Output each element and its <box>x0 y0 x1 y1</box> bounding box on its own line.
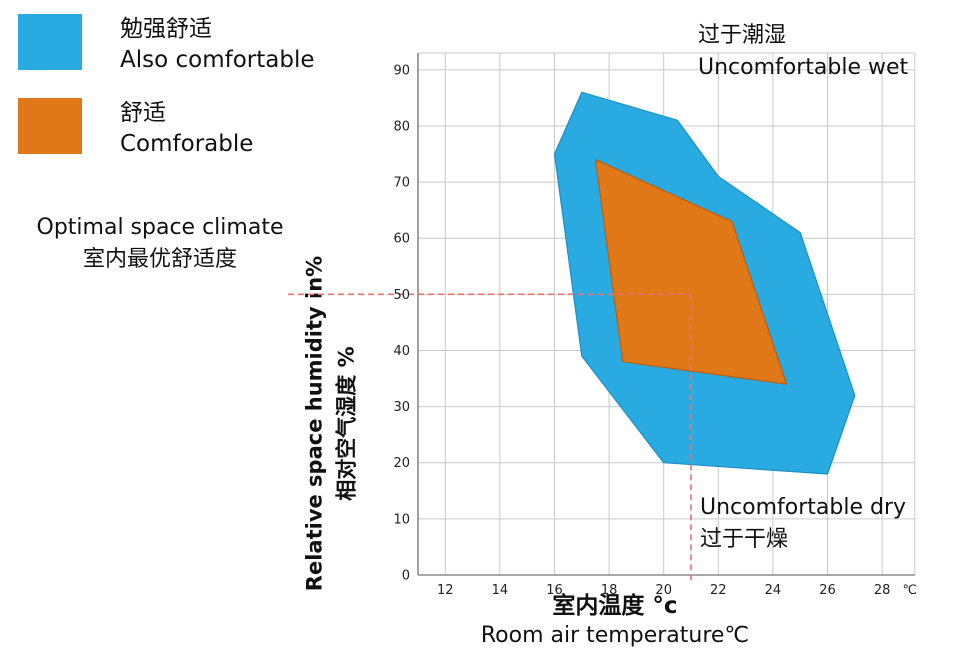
svg-text:22: 22 <box>710 583 727 598</box>
svg-text:20: 20 <box>655 583 672 598</box>
optimal-climate-en: Optimal space climate <box>36 215 284 240</box>
annotation-uncomfortable-dry: Uncomfortable dry 过于干燥 <box>700 492 906 556</box>
svg-text:24: 24 <box>765 583 782 598</box>
svg-text:60: 60 <box>393 232 410 247</box>
legend-item-comfortable: 舒适 Comforable <box>18 98 315 160</box>
svg-text:14: 14 <box>492 583 509 598</box>
optimal-climate-label: Optimal space climate 室内最优舒适度 <box>24 212 296 276</box>
svg-text:℃: ℃ <box>903 583 918 598</box>
svg-text:26: 26 <box>819 583 836 598</box>
annotation-dry-en: Uncomfortable dry <box>700 495 907 520</box>
svg-text:70: 70 <box>393 176 410 191</box>
annotation-wet-zh: 过于潮湿 <box>698 23 787 48</box>
legend-label-zh: 舒适 <box>120 100 166 127</box>
legend-item-also-comfortable: 勉强舒适 Also comfortable <box>18 14 315 76</box>
chart-plot-area: 0 10 20 30 40 50 60 70 80 90 12 14 16 18 20 22 24 26 28 ℃ <box>288 52 918 598</box>
svg-text:16: 16 <box>546 583 563 598</box>
svg-text:20: 20 <box>393 456 410 471</box>
x-axis-title-en: Room air temperature℃ <box>480 622 750 648</box>
svg-text:30: 30 <box>393 400 410 415</box>
svg-text:40: 40 <box>393 344 410 359</box>
legend-label-zh: 勉强舒适 <box>120 16 212 42</box>
x-axis-title: 室内温度 °c Room air temperature℃ <box>400 592 830 650</box>
annotation-wet-en: Uncomfortable wet <box>698 54 909 80</box>
optimal-climate-zh: 室内最优舒适度 <box>82 246 237 272</box>
svg-text:12: 12 <box>437 583 454 598</box>
svg-text:0: 0 <box>402 569 410 584</box>
legend-label-en: Comforable <box>120 131 254 158</box>
svg-text:18: 18 <box>601 583 618 598</box>
legend-swatch-also-comfortable <box>18 14 82 70</box>
svg-text:90: 90 <box>393 63 410 78</box>
legend: 勉强舒适 Also comfortable 舒适 Comforable <box>18 14 315 182</box>
legend-label-comfortable: 舒适 Comforable <box>120 98 253 160</box>
annotation-dry-zh: 过于干燥 <box>700 526 789 552</box>
svg-text:10: 10 <box>393 512 410 527</box>
annotation-uncomfortable-wet: 过于潮湿 Uncomfortable wet <box>698 20 908 84</box>
svg-text:50: 50 <box>393 288 410 303</box>
x-axis-title-zh: 室内温度 °c <box>552 593 678 619</box>
svg-text:80: 80 <box>393 119 410 134</box>
svg-text:28: 28 <box>874 583 891 598</box>
legend-label-also-comfortable: 勉强舒适 Also comfortable <box>120 14 315 76</box>
legend-label-en: Also comfortable <box>120 47 315 74</box>
legend-swatch-comfortable <box>18 98 82 155</box>
